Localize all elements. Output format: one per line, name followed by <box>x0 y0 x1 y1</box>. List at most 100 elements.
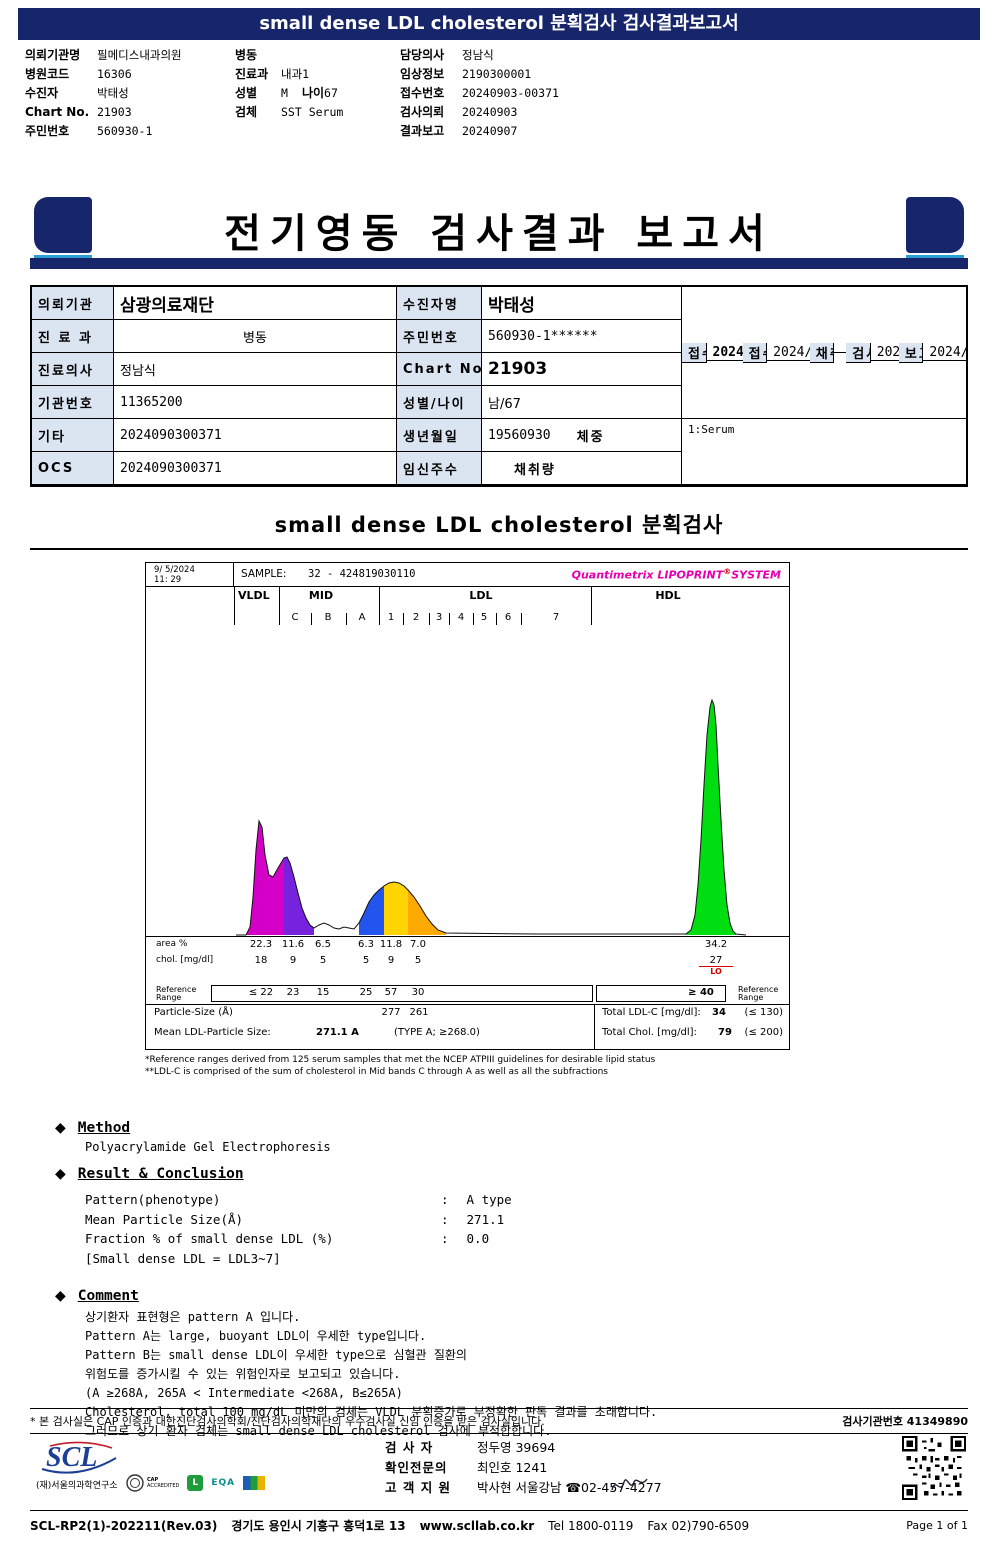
page-number: Page 1 of 1 <box>906 1519 968 1532</box>
result-heading: Result & Conclusion <box>77 1166 244 1182</box>
table-label: Chart No. <box>397 353 482 386</box>
field-label: 담당의사 <box>400 48 445 62</box>
result-value: 0.0 <box>466 1231 490 1246</box>
reference-range-label-right: Reference Range <box>738 985 779 1002</box>
area-percent-row: area % 22.3 11.6 6.5 6.3 11.8 7.0 34.2 <box>146 937 789 953</box>
result-value: A type <box>466 1192 512 1207</box>
total-ldl-value: 34 <box>712 1007 726 1018</box>
chart-time: 11: 29 <box>154 575 182 585</box>
table-value: 박태성 <box>482 287 682 320</box>
eqa-logo: EQA <box>211 1478 236 1488</box>
tick <box>346 613 347 625</box>
area-value: 6.5 <box>315 939 331 950</box>
band-label: 5 <box>480 612 488 623</box>
result-note: [Small dense LDL = LDL3~7] <box>85 1250 281 1266</box>
table-value: 2024/09/04 18:29:40 <box>767 345 810 361</box>
field-value: 필메디스내과의원 <box>97 48 182 62</box>
field-value: 20240903-00371 <box>462 86 559 100</box>
chol-value: 5 <box>414 955 422 966</box>
staff-name: 최인호 1241 <box>477 1460 548 1475</box>
table-value: 채취량 <box>482 452 682 485</box>
table-value: 19560930 체중 <box>482 419 682 452</box>
method-value: Polyacrylamide Gel Electrophoresis <box>85 1140 331 1154</box>
footer-bottom-row: SCL-RP2(1)-202211(Rev.03) 경기도 용인시 기흥구 흥덕… <box>30 1511 968 1534</box>
table-value: 2024090300371 <box>114 419 397 452</box>
ref-value: 15 <box>316 987 330 998</box>
staff-row: 확인전문의 최인호 1241 <box>385 1458 662 1491</box>
method-section: ◆ Method Polyacrylamide Gel Electrophore… <box>55 1120 998 1154</box>
qr-code <box>902 1436 966 1500</box>
sample-label: SAMPLE: <box>241 568 287 580</box>
diamond-bullet-icon: ◆ <box>55 1288 66 1304</box>
lab-org-number: 검사기관번호 41349890 <box>842 1415 968 1428</box>
report-info-table: 의뢰기관 삼광의료재단 수진자명 박태성 접수번호 20240904-19030… <box>30 285 968 487</box>
table-label: 진 료 과 <box>32 320 114 353</box>
divider <box>591 587 592 625</box>
fax: Fax 02)790-6509 <box>647 1518 750 1533</box>
table-label: OCS <box>32 452 114 485</box>
field-value: 박태성 <box>97 86 129 100</box>
field-value: M <box>281 86 288 100</box>
cap-seal-icon <box>126 1474 144 1492</box>
table-value: 11365200 <box>114 386 397 419</box>
footer-main: SCL (재)서울의과학연구소 CAP ACCREDITED L EQA <box>30 1434 968 1510</box>
scl-logo-block: SCL (재)서울의과학연구소 <box>36 1440 122 1491</box>
table-label: 의뢰기관 <box>32 287 114 320</box>
brand-name: Quantimetrix LIPOPRINT <box>571 568 724 582</box>
comment-line: 상기환자 표현형은 pattern A 입니다. <box>85 1310 301 1324</box>
low-flag: LO <box>699 966 733 976</box>
mean-value: 271.1 A <box>316 1027 359 1038</box>
weight-label: 체중 <box>576 429 605 445</box>
table-value: 남/67 <box>482 386 682 419</box>
certification-note: * 본 검사실은 CAP 인증과 대한진단검사의학회/진단검사의학재단의 우수검… <box>30 1415 545 1428</box>
chol-value: 9 <box>387 955 395 966</box>
cap-label: CAP <box>147 1477 159 1483</box>
table-value: 560930-1****** <box>482 320 682 353</box>
field-label: 임상정보 <box>400 67 445 81</box>
patient-header: 의뢰기관명 필메디스내과의원 병원코드 16306 수진자 박태성 Chart No.… <box>25 46 998 141</box>
table-label: 성별/나이 <box>397 386 482 419</box>
table-value: 2024/09/05 <box>870 345 899 361</box>
chart-datetime: 9/ 5/2024 11: 29 <box>146 563 234 586</box>
chol-value: 5 <box>362 955 370 966</box>
table-value <box>834 352 847 353</box>
ref-value: 30 <box>411 987 425 998</box>
area-value: 6.3 <box>358 939 374 950</box>
patient-header-col3: 담당의사 정남식 임상정보 2190300001 접수번호 20240903-0037… <box>400 46 820 141</box>
total-chol-ref: (≤ 200) <box>744 1027 783 1038</box>
result-row: Mean Particle Size(Å):271.1 <box>85 1211 505 1227</box>
field-label: 검사의뢰 <box>400 105 445 119</box>
accredited-label: ACCREDITED <box>147 1483 180 1489</box>
field-value: 20240907 <box>462 124 518 138</box>
field-label: 주민번호 <box>25 124 70 138</box>
table-label: 생년월일 <box>397 419 482 452</box>
staff-name: 정두영 39694 <box>477 1440 556 1455</box>
field-value: 16306 <box>97 67 132 81</box>
field-value: 67 <box>324 86 338 100</box>
brand-suffix: SYSTEM <box>731 568 781 582</box>
field-label: 진료과 <box>235 67 269 81</box>
reference-box-hdl <box>596 985 726 1002</box>
band-label: A <box>358 612 366 623</box>
result-row: Pattern(phenotype): A type <box>85 1192 512 1207</box>
table-label: 검사일시 <box>846 342 871 363</box>
column-mid: MID <box>308 589 334 602</box>
table-value: 정남식 <box>114 353 397 386</box>
column-hdl: HDL <box>655 589 681 602</box>
top-title-bar: small dense LDL cholesterol 분획검사 검사결과보고서 <box>18 8 980 40</box>
table-label: 진료의사 <box>32 353 114 386</box>
tick <box>473 613 474 625</box>
report-main-title: small dense LDL cholesterol 분획검사 검사결과보고서 <box>259 13 739 34</box>
electrophoresis-report: 전기영동 검사결과 보고서 의뢰기관 삼광의료재단 수진자명 박태성 접수번호 … <box>30 197 968 487</box>
area-value: 11.8 <box>379 939 403 950</box>
table-label: 접수번호 <box>682 342 707 363</box>
field-label: 성별 <box>235 86 258 100</box>
divider <box>234 587 235 625</box>
table-label: 임신주수 <box>397 452 482 485</box>
banner-band <box>30 258 968 269</box>
table-value: 병동 <box>114 320 397 353</box>
comment-line: 위험도를 증가시킬 수 있는 위험인자로 보고되고 있습니다. <box>85 1367 401 1381</box>
comment-section: ◆ Comment 상기환자 표현형은 pattern A 입니다. Patte… <box>55 1288 998 1441</box>
scl-logo: SCL <box>41 1441 117 1474</box>
area-value: 11.6 <box>281 939 305 950</box>
